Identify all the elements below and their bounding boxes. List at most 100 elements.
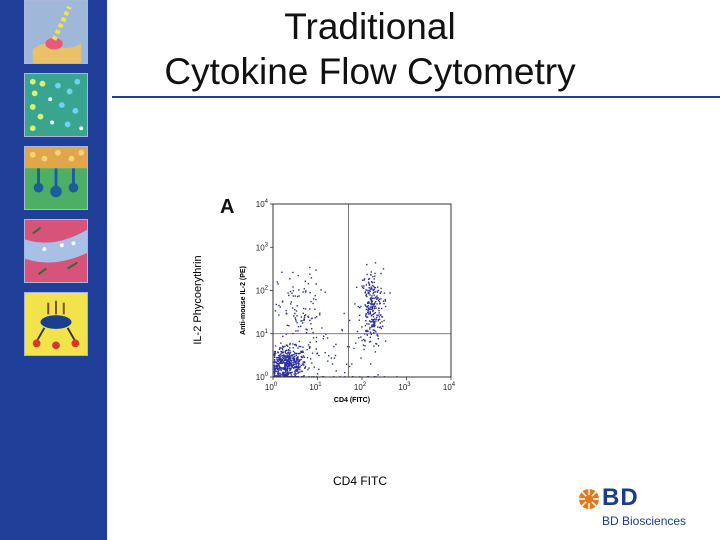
data-point — [292, 359, 294, 361]
data-point — [294, 361, 297, 363]
data-point — [376, 295, 378, 297]
data-point — [371, 295, 373, 297]
data-point — [293, 353, 295, 356]
data-point — [282, 300, 284, 302]
data-point — [374, 302, 376, 304]
data-point — [362, 344, 365, 346]
data-point — [282, 349, 284, 351]
data-point — [302, 322, 304, 324]
cell-receptor-icon — [25, 1, 87, 63]
data-point — [380, 287, 382, 290]
data-point — [294, 343, 296, 346]
data-point — [374, 305, 377, 307]
slide-title: Traditional Cytokine Flow Cytometry — [120, 4, 620, 94]
data-point — [300, 320, 302, 322]
data-point — [377, 320, 380, 322]
data-point — [280, 342, 282, 344]
data-point — [366, 295, 368, 298]
data-point — [333, 357, 336, 359]
data-point — [335, 370, 337, 372]
data-point — [279, 373, 281, 375]
molecule-grid-thumbnail — [24, 73, 88, 137]
data-point — [361, 279, 364, 281]
data-point — [285, 374, 287, 377]
data-point — [280, 350, 282, 353]
title-divider — [112, 96, 720, 98]
data-point — [277, 372, 279, 375]
data-point — [292, 350, 295, 353]
data-point — [288, 294, 290, 297]
data-point — [279, 366, 281, 368]
logo-wordmark: BD Biosciences — [602, 514, 687, 528]
data-point — [289, 350, 291, 352]
data-point — [370, 298, 372, 300]
data-point — [287, 370, 289, 372]
data-point — [379, 322, 381, 324]
data-point — [378, 318, 381, 320]
data-point — [289, 343, 291, 346]
data-point — [276, 365, 278, 367]
data-point — [377, 299, 380, 302]
data-point — [284, 356, 286, 358]
data-point — [348, 365, 351, 368]
data-point — [366, 334, 369, 336]
data-point — [305, 331, 308, 334]
data-point — [295, 357, 298, 359]
data-point — [294, 369, 296, 372]
data-point — [377, 326, 379, 328]
data-point — [287, 360, 290, 362]
data-point — [285, 312, 287, 314]
data-point — [373, 325, 376, 328]
data-point — [327, 360, 329, 362]
data-point — [369, 336, 371, 338]
data-point — [288, 356, 291, 358]
data-point — [284, 351, 286, 353]
data-point — [374, 322, 376, 324]
data-point — [315, 298, 317, 301]
data-point — [297, 325, 300, 328]
data-point — [368, 341, 371, 343]
data-point — [365, 305, 367, 307]
data-point — [288, 366, 290, 368]
data-point — [285, 350, 287, 352]
data-point — [294, 352, 296, 354]
data-point — [281, 358, 284, 361]
data-point — [370, 333, 372, 335]
data-point — [282, 374, 284, 377]
data-point — [273, 375, 276, 377]
data-point — [310, 323, 312, 325]
data-point — [343, 312, 345, 315]
data-point — [297, 368, 299, 370]
data-point — [318, 354, 320, 357]
data-point — [300, 345, 302, 348]
data-point — [377, 297, 379, 299]
data-point — [294, 374, 297, 376]
y-axis-title: Anti-mouse IL-2 (PE) — [240, 266, 247, 335]
data-point — [277, 360, 279, 363]
data-point — [368, 283, 371, 285]
data-point — [282, 335, 284, 338]
data-point — [370, 302, 372, 305]
data-point — [376, 298, 378, 300]
data-point — [346, 345, 349, 348]
data-point — [280, 369, 282, 372]
data-point — [280, 367, 282, 369]
data-point — [290, 367, 292, 370]
sidebar — [0, 0, 107, 540]
data-point — [295, 318, 297, 321]
data-point — [316, 316, 318, 318]
data-point — [276, 371, 278, 373]
data-point — [366, 306, 369, 308]
data-point — [315, 341, 318, 343]
data-point — [366, 316, 369, 318]
data-point — [300, 364, 302, 367]
data-point — [331, 363, 334, 365]
data-point — [285, 374, 288, 377]
data-point — [282, 351, 284, 353]
data-point — [371, 324, 373, 326]
data-point — [372, 289, 374, 291]
data-point — [341, 328, 343, 331]
data-point — [299, 368, 301, 371]
data-point — [380, 327, 383, 330]
data-point — [273, 359, 276, 361]
